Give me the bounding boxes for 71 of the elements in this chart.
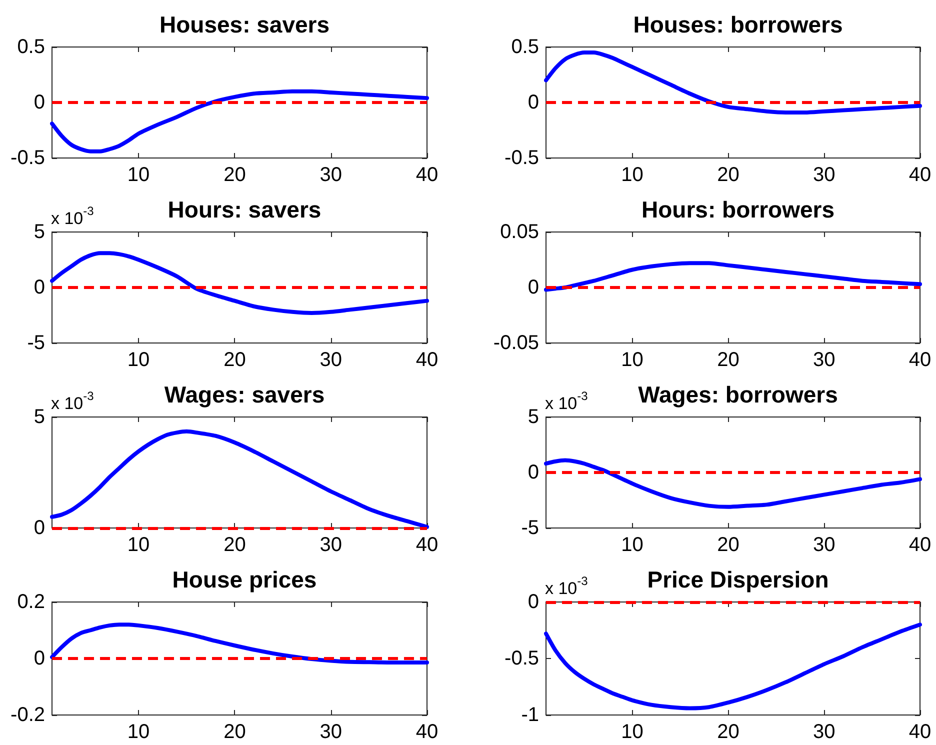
y-tick-label: 0 [34, 517, 45, 539]
x-tick-label: 10 [621, 164, 644, 186]
x-tick-label: 20 [224, 164, 246, 186]
y-tick-label: -0.5 [504, 648, 539, 670]
y-tick-label: 0 [528, 276, 539, 298]
y-tick-label: 5 [34, 406, 45, 428]
x-tick-label: 10 [621, 721, 644, 743]
x-tick-label: 30 [812, 721, 836, 743]
x-tick-label: 20 [717, 721, 740, 743]
y-tick-label: -5 [521, 517, 539, 539]
x-tick-label: 10 [127, 721, 150, 743]
y-tick-label: -0.5 [504, 147, 539, 169]
x-tick-label: 20 [717, 534, 740, 556]
x-tick-label: 10 [621, 534, 644, 556]
y-tick-label: 0.5 [17, 36, 45, 58]
line-series [50, 429, 429, 529]
x-tick-label: 40 [416, 534, 438, 556]
chart-title: Price Dispersion [647, 566, 829, 592]
line-series [544, 458, 922, 509]
y-tick-label: 0.05 [500, 221, 539, 243]
y-tick-label: 0 [528, 462, 539, 484]
y-tick-label: -0.2 [10, 704, 45, 726]
y-tick-label: 0 [34, 648, 45, 670]
x-tick-label: 30 [812, 164, 836, 186]
chart-title: Hours: borrowers [642, 196, 834, 222]
x-tick-label: 10 [127, 534, 150, 556]
y-tick-label: 0 [34, 92, 45, 114]
line-series [544, 261, 922, 292]
x-tick-label: 40 [416, 349, 438, 371]
y-tick-label: 5 [34, 221, 45, 243]
x-tick-label: 30 [812, 534, 836, 556]
line-series [50, 622, 429, 664]
y-tick-label: 0.2 [17, 591, 45, 613]
x-tick-label: 40 [908, 349, 932, 371]
x-tick-label: 30 [320, 164, 342, 186]
x-tick-label: 20 [224, 721, 246, 743]
chart-title: Wages: savers [164, 382, 325, 408]
y-tick-label: -5 [27, 332, 45, 354]
x-tick-label: 10 [127, 349, 150, 371]
x-tick-label: 20 [224, 349, 246, 371]
chart-title: Houses: savers [159, 12, 330, 38]
x-tick-label: 20 [717, 349, 740, 371]
x-tick-label: 20 [717, 164, 740, 186]
x-tick-label: 40 [416, 164, 438, 186]
x-tick-label: 30 [812, 349, 836, 371]
x-tick-label: 30 [320, 349, 342, 371]
chart-title: Wages: borrowers [638, 382, 838, 408]
x-tick-label: 30 [320, 721, 342, 743]
x-tick-label: 40 [416, 721, 438, 743]
y-tick-label: 5 [528, 406, 539, 428]
y-tick-label: 0 [34, 276, 45, 298]
line-series [50, 89, 429, 154]
y-tick-label: -0.5 [10, 147, 45, 169]
x-tick-label: 30 [320, 534, 342, 556]
y-tick-label: 0 [528, 591, 539, 613]
x-tick-label: 40 [908, 721, 932, 743]
x-tick-label: 20 [224, 534, 246, 556]
y-tick-label: 0 [528, 92, 539, 114]
line-series [544, 50, 922, 114]
x-tick-label: 10 [127, 164, 150, 186]
x-tick-label: 10 [621, 349, 644, 371]
x-tick-label: 40 [908, 534, 932, 556]
x-tick-label: 40 [908, 164, 932, 186]
chart-title: Houses: borrowers [633, 12, 843, 38]
chart-title: Hours: savers [168, 196, 322, 222]
chart-title: House prices [172, 566, 317, 592]
line-series [544, 622, 922, 710]
y-tick-label: -1 [521, 704, 539, 726]
line-series [50, 251, 429, 316]
y-tick-label: -0.05 [493, 332, 539, 354]
y-tick-label: 0.5 [511, 36, 539, 58]
